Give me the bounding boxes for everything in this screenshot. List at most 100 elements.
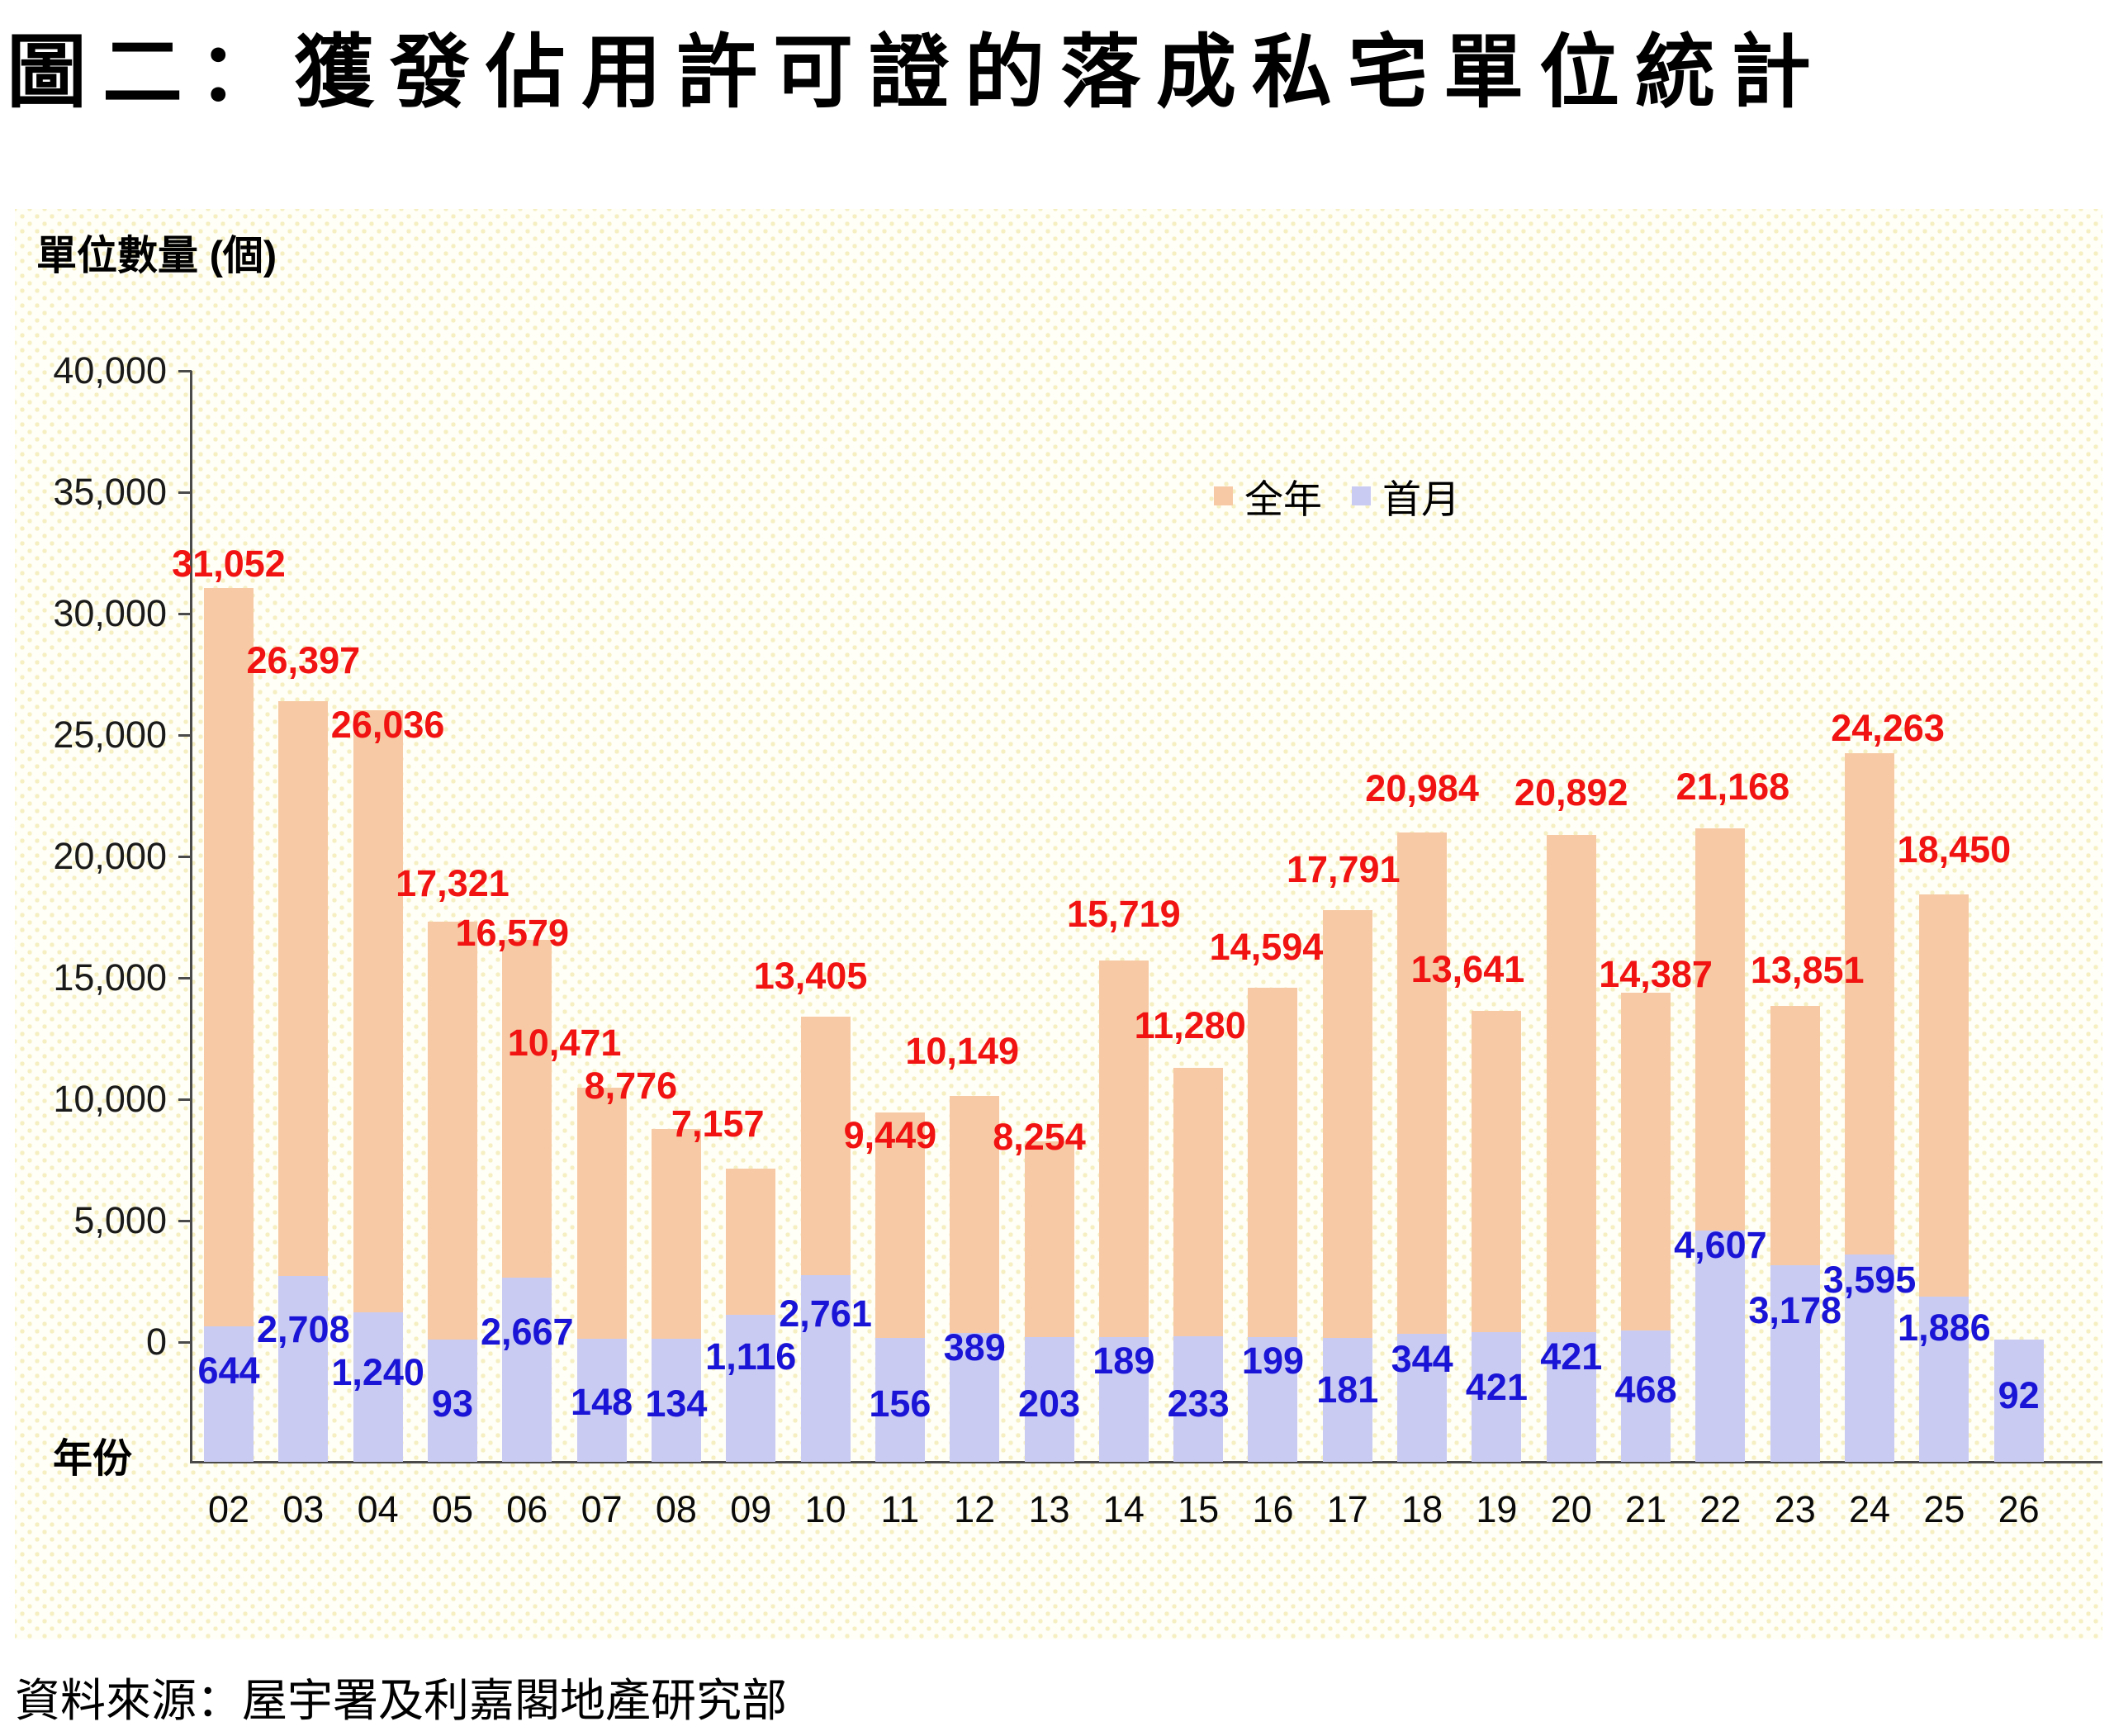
bar-full-year [576,1088,627,1342]
label-first-month: 134 [645,1383,708,1425]
x-category-label: 17 [1326,1488,1368,1530]
bar-full-year [204,588,254,1342]
label-full-year: 7,157 [671,1103,765,1145]
x-category-label: 11 [880,1488,920,1530]
bar-first-month [1322,1337,1372,1462]
x-category-label: 26 [1998,1488,2040,1530]
label-first-month: 93 [431,1383,473,1425]
label-first-month: 233 [1167,1383,1230,1425]
bar-full-year [1397,832,1448,1342]
label-full-year: 13,641 [1410,948,1525,990]
label-first-month: 468 [1614,1368,1677,1411]
bar-first-month [651,1339,701,1462]
legend: 全年 首月 [1214,471,1460,521]
bar-full-year [651,1128,701,1342]
y-axis-title: 單位數量 (個) [36,234,277,278]
x-category-label: 16 [1252,1488,1294,1530]
y-tick-mark [178,370,192,372]
x-category-label: 03 [282,1488,325,1530]
y-axis-line [190,371,192,1462]
label-full-year: 8,254 [993,1116,1086,1158]
bar-full-year [875,1112,925,1342]
label-first-month: 389 [943,1326,1006,1368]
label-full-year: 31,052 [172,543,286,585]
x-category-label: 06 [506,1488,548,1530]
y-tick-mark [178,613,192,615]
bar-first-month [1546,1331,1596,1462]
legend-swatch-first-month [1352,486,1371,505]
x-category-label: 21 [1625,1488,1667,1530]
bar-full-year [1024,1141,1074,1342]
label-full-year: 24,263 [1831,707,1945,749]
bar-full-year [1919,894,1969,1342]
y-tick-mark [178,1220,192,1222]
x-category-label: 02 [207,1488,250,1530]
label-full-year: 9,449 [843,1114,937,1156]
bar-first-month [1919,1296,1969,1462]
x-category-label: 18 [1401,1488,1443,1530]
y-tick-label: 5,000 [73,1199,167,1241]
bar-full-year [1248,987,1298,1342]
bar-first-month [1472,1331,1522,1462]
x-category-label: 09 [730,1488,772,1530]
label-full-year: 14,594 [1209,926,1324,968]
label-first-month: 148 [571,1381,633,1423]
x-category-label: 25 [1923,1488,1965,1530]
label-full-year: 18,450 [1897,828,2012,870]
y-tick-mark [178,1341,192,1344]
y-tick-mark [178,977,192,979]
bar-first-month [1098,1337,1149,1462]
label-first-month: 421 [1465,1366,1528,1408]
legend-item-first-month: 首月 [1352,467,1460,524]
label-first-month: 2,708 [257,1308,350,1350]
bar-full-year [1173,1068,1224,1342]
label-full-year: 11,280 [1134,1004,1246,1046]
bar-full-year [1546,834,1596,1342]
label-full-year: 17,321 [396,862,510,904]
label-first-month: 1,886 [1898,1307,1991,1349]
label-full-year: 13,851 [1750,949,1865,991]
label-full-year: 13,405 [753,955,868,997]
label-first-month: 92 [1998,1374,2040,1416]
label-full-year: 8,776 [584,1065,678,1107]
label-first-month: 4,607 [1674,1224,1767,1266]
bar-first-month [427,1340,477,1462]
bar-first-month [576,1338,627,1462]
bar-full-year [1322,909,1372,1342]
y-tick-mark [178,491,192,494]
y-tick-label: 0 [145,1321,167,1363]
label-full-year: 14,387 [1599,953,1713,995]
label-full-year: 21,168 [1676,766,1790,808]
legend-item-full-year: 全年 [1214,467,1322,524]
y-tick-label: 10,000 [53,1078,167,1120]
chart-title: 圖二：獲發佔用許可證的落成私宅單位統計 [7,27,1827,117]
x-category-label: 04 [357,1488,399,1530]
bar-first-month [1695,1230,1746,1462]
x-category-label: 12 [954,1488,996,1530]
legend-label-full-year: 全年 [1244,477,1322,521]
x-category-label: 14 [1102,1488,1145,1530]
label-full-year: 16,579 [455,912,570,954]
label-full-year: 20,892 [1514,771,1628,813]
bar-first-month [726,1315,776,1462]
label-first-month: 189 [1093,1340,1155,1382]
label-first-month: 3,595 [1822,1259,1917,1301]
bar-full-year [427,921,477,1342]
bar-full-year [1845,752,1895,1342]
label-first-month: 156 [869,1383,931,1425]
legend-label-first-month: 首月 [1382,477,1460,521]
y-tick-mark [178,856,192,858]
x-category-label: 13 [1028,1488,1070,1530]
label-first-month: 199 [1241,1340,1305,1382]
y-tick-label: 20,000 [53,835,167,877]
label-first-month: 2,667 [480,1311,574,1353]
bar-first-month [353,1311,403,1462]
y-tick-label: 35,000 [53,471,167,513]
bar-first-month [1770,1264,1820,1462]
label-full-year: 10,471 [507,1022,622,1064]
bar-full-year [1621,993,1671,1342]
x-axis-line [190,1461,2102,1463]
bar-full-year [353,709,403,1342]
bar-first-month [502,1277,552,1462]
x-axis-title: 年份 [53,1437,133,1481]
